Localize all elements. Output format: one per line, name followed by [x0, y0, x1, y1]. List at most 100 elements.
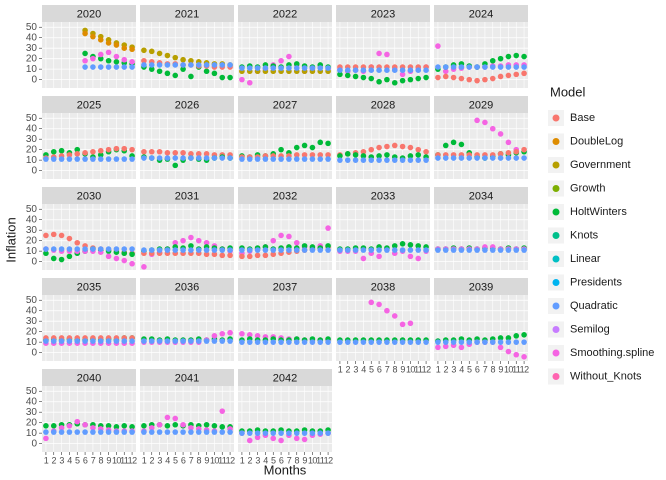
- x-tick-label: 3: [451, 364, 456, 374]
- strip: [434, 5, 528, 22]
- strip: [434, 187, 528, 204]
- point: [141, 338, 147, 344]
- y-tick-label: 10: [26, 428, 38, 439]
- point: [391, 79, 398, 86]
- point: [141, 57, 147, 64]
- point: [293, 156, 300, 162]
- point: [156, 148, 163, 155]
- x-tick-label: 3: [59, 455, 64, 465]
- point: [376, 144, 382, 151]
- point: [164, 247, 171, 253]
- panel: [336, 295, 430, 361]
- point: [239, 330, 245, 337]
- x-tick-label: 1: [44, 455, 49, 465]
- point: [376, 153, 382, 159]
- point: [317, 139, 324, 146]
- legend-label: Smoothing.spline: [570, 347, 654, 359]
- point: [203, 429, 210, 435]
- strip: [238, 278, 332, 295]
- point: [513, 71, 520, 78]
- panel: [238, 295, 332, 361]
- legend-label: Presidents: [570, 276, 622, 288]
- y-tick-label: 20: [26, 144, 38, 155]
- point: [278, 339, 284, 345]
- x-tick-label: 7: [91, 455, 96, 465]
- y-tick-label: 0: [31, 165, 37, 176]
- x-tick-label: 8: [197, 455, 202, 465]
- point: [195, 151, 202, 157]
- x-tick-label: 10: [210, 455, 219, 465]
- point: [391, 142, 398, 149]
- point: [399, 143, 406, 150]
- point: [293, 247, 300, 253]
- point: [188, 234, 194, 241]
- point: [278, 65, 284, 71]
- point: [105, 64, 112, 70]
- x-tick-label: 7: [287, 455, 292, 465]
- legend-key: [552, 373, 560, 380]
- point: [195, 237, 202, 244]
- point: [203, 62, 210, 68]
- point: [352, 73, 359, 80]
- y-tick-label: 30: [26, 225, 38, 236]
- point: [376, 78, 382, 85]
- point: [435, 64, 441, 70]
- point: [407, 247, 414, 253]
- legend-key: [552, 208, 560, 216]
- point: [82, 338, 88, 344]
- x-tick-label: 1: [142, 455, 147, 465]
- point: [317, 430, 324, 436]
- point: [105, 246, 112, 252]
- point: [309, 247, 316, 253]
- y-tick-label: 0: [31, 256, 37, 267]
- point: [376, 50, 382, 57]
- y-tick-label: 10: [26, 337, 38, 348]
- point: [254, 252, 261, 259]
- point: [278, 156, 284, 162]
- point: [521, 339, 527, 345]
- point: [317, 247, 324, 253]
- point: [415, 75, 422, 82]
- point: [442, 155, 449, 161]
- point: [227, 155, 233, 161]
- point: [325, 430, 331, 436]
- point: [391, 313, 398, 319]
- point: [105, 423, 112, 429]
- point: [148, 338, 155, 344]
- point: [164, 70, 171, 77]
- legend-label: Semilog: [570, 323, 610, 335]
- point: [368, 299, 375, 306]
- point: [399, 339, 406, 345]
- x-tick-label: 2: [444, 364, 449, 374]
- point: [270, 156, 277, 162]
- point: [172, 429, 179, 435]
- point: [246, 430, 253, 436]
- point: [368, 157, 375, 163]
- point: [141, 247, 147, 253]
- point: [188, 155, 194, 161]
- point: [278, 57, 284, 64]
- point: [254, 434, 261, 441]
- panel: [238, 22, 332, 88]
- point: [164, 414, 171, 421]
- point: [415, 146, 422, 153]
- point: [301, 156, 308, 162]
- point: [156, 338, 163, 344]
- panel: [238, 113, 332, 179]
- point: [278, 232, 284, 239]
- point: [376, 253, 382, 260]
- strip: [140, 187, 234, 204]
- strip: [434, 278, 528, 295]
- point: [113, 255, 120, 262]
- point: [121, 338, 128, 344]
- point: [239, 247, 245, 253]
- point: [442, 64, 449, 70]
- point: [376, 247, 382, 253]
- point: [246, 156, 253, 162]
- point: [325, 243, 331, 249]
- point: [239, 76, 245, 83]
- point: [156, 421, 163, 428]
- point: [188, 338, 194, 344]
- point: [415, 67, 422, 73]
- point: [301, 243, 308, 249]
